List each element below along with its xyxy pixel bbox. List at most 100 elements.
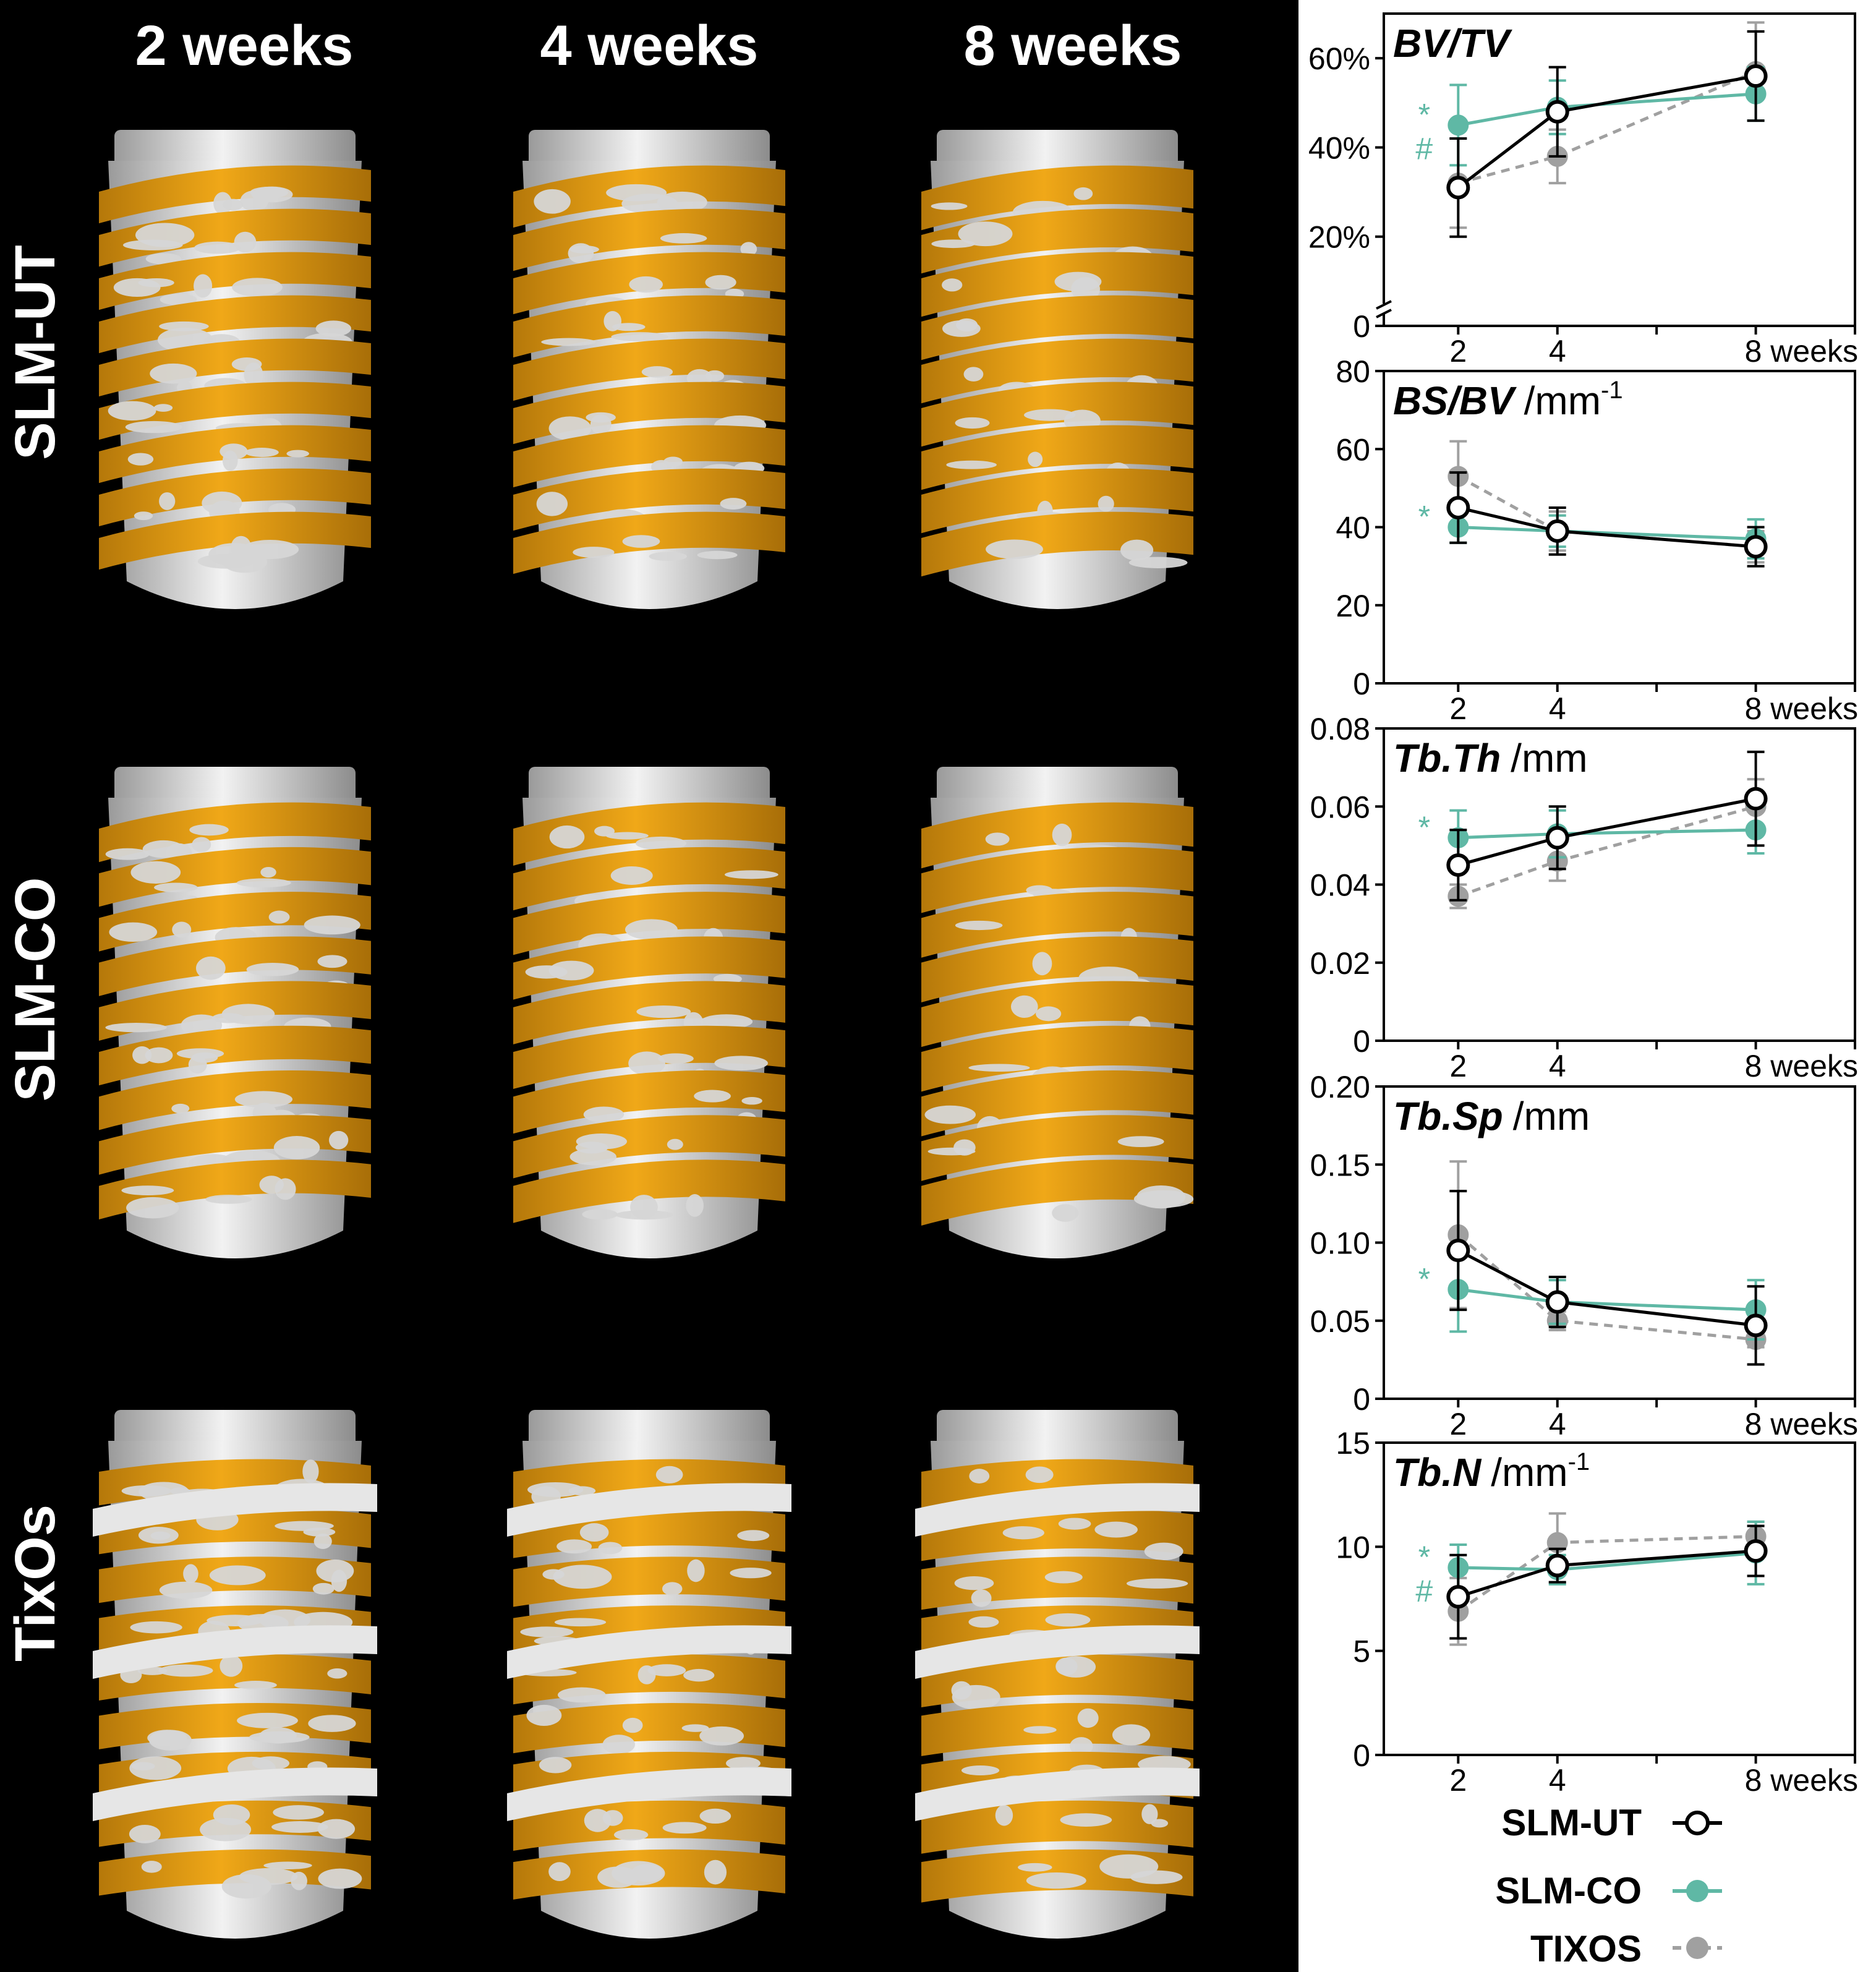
axis-break-mark: [1376, 300, 1392, 310]
x-tick-label: 8 weeks: [1745, 691, 1858, 726]
chart-4: 0 0.05 0.10 0.15 0.20 2 4 8 weeks Tb.Sp/mm *: [1310, 1070, 1858, 1441]
row-label-slm-co: SLM-CO: [4, 877, 67, 1102]
series-tixos: [1448, 1512, 1767, 1646]
series-line: [1457, 506, 1756, 548]
y-tick-label: 0.02: [1310, 946, 1370, 981]
x-tick-label: 4: [1549, 691, 1566, 726]
y-tick-label: 80: [1336, 354, 1370, 389]
implant-render-1-2: [921, 767, 1194, 1258]
implant-renderings: [93, 130, 1200, 1939]
legend-label-tixos: TIXOS: [1530, 1928, 1642, 1970]
implant-render-0-1: [513, 130, 785, 609]
legend-marker-tixos: [1686, 1937, 1708, 1959]
data-point: [1446, 853, 1470, 877]
series-slm-ut: [1446, 1524, 1768, 1640]
x-tick-label: 4: [1549, 334, 1566, 369]
data-point: [1446, 495, 1470, 519]
row-label-tixos: TixOs: [4, 1505, 67, 1662]
series-slm-ut: [1446, 471, 1768, 568]
chart-title: Tb.Sp/mm: [1393, 1094, 1590, 1138]
y-tick-label: 0: [1353, 1382, 1370, 1417]
implant-render-2-0: [93, 1410, 377, 1939]
plot-frame: [1383, 12, 1856, 327]
y-tick-label: 0.15: [1310, 1148, 1370, 1182]
chart-title: BV/TV: [1393, 21, 1513, 66]
legend-label-slm-co: SLM-CO: [1495, 1870, 1642, 1911]
data-point: [1744, 64, 1768, 88]
column-header-2-weeks: 2 weeks: [135, 14, 354, 77]
y-tick-label: 0: [1353, 667, 1370, 701]
data-point: [1545, 826, 1569, 850]
y-tick-label: 0: [1353, 309, 1370, 344]
chart-title: Tb.N/mm-1: [1393, 1448, 1590, 1495]
y-tick-label: 0: [1353, 1738, 1370, 1773]
data-point: [1744, 787, 1768, 811]
y-tick-label: 0.05: [1310, 1304, 1370, 1339]
data-point: [1545, 100, 1569, 124]
significance-marker: *: [1418, 1540, 1430, 1574]
micro-ct-image-panel: 2 weeks 4 weeks 8 weeks SLM-UT SLM-CO Ti…: [0, 0, 1298, 1972]
data-point: [1744, 1539, 1768, 1563]
implant-render-2-2: [915, 1410, 1200, 1939]
data-point: [1446, 1239, 1470, 1263]
row-label-slm-ut: SLM-UT: [4, 245, 67, 459]
data-point: [1446, 1585, 1470, 1609]
series-line: [1458, 526, 1756, 540]
legend-marker-slm-co: [1686, 1880, 1708, 1902]
y-tick-label: 20: [1336, 589, 1370, 623]
y-tick-label: 0: [1353, 1024, 1370, 1059]
data-point: [1744, 535, 1768, 559]
y-tick-label: 60%: [1308, 41, 1370, 76]
data-point: [1446, 176, 1470, 200]
data-point: [1545, 519, 1569, 543]
x-tick-label: 4: [1549, 1049, 1566, 1083]
significance-marker: #: [1415, 131, 1433, 166]
axis-break-mark: [1376, 309, 1392, 318]
legend-marker-slm-ut: [1685, 1811, 1710, 1835]
significance-marker: *: [1418, 97, 1430, 132]
series-line: [1457, 1249, 1756, 1327]
series-tixos: [1448, 778, 1767, 910]
chart-2: 0 20 40 60 80 2 4 8 weeks BS/BV/mm-1 *: [1336, 354, 1858, 726]
y-tick-label: 60: [1336, 432, 1370, 467]
chart-1: 0 20% 40% 60% 2 4 8 weeks BV/TV *#: [1308, 12, 1858, 369]
y-tick-label: 0.04: [1310, 868, 1370, 903]
x-tick-label: 4: [1549, 1407, 1566, 1441]
series-line: [1457, 1233, 1756, 1341]
implant-render-1-1: [513, 767, 785, 1258]
data-point: [1448, 114, 1469, 136]
series-slm-ut: [1446, 750, 1768, 902]
series-line: [1457, 92, 1756, 127]
x-tick-label: 2: [1449, 1763, 1467, 1798]
significance-marker: *: [1418, 810, 1430, 845]
implant-render-0-2: [921, 130, 1193, 609]
significance-marker: *: [1418, 500, 1430, 534]
y-tick-label: 0.10: [1310, 1226, 1370, 1261]
legend-label-slm-ut: SLM-UT: [1501, 1802, 1642, 1843]
series-slm-co: [1448, 805, 1767, 866]
x-tick-label: 2: [1449, 1049, 1467, 1083]
chart-title: Tb.Th/mm: [1393, 736, 1588, 780]
series-slm-co: [1448, 1520, 1767, 1592]
x-tick-label: 2: [1449, 691, 1467, 726]
chart-5: 0 5 10 15 2 4 8 weeks Tb.N/mm-1 *#: [1336, 1426, 1858, 1798]
y-tick-label: 10: [1336, 1530, 1370, 1564]
series-slm-ut: [1446, 30, 1768, 238]
y-tick-label: 0.06: [1310, 790, 1370, 824]
x-tick-label: 8 weeks: [1745, 1407, 1858, 1441]
column-header-8-weeks: 8 weeks: [964, 14, 1182, 77]
x-tick-label: 2: [1449, 334, 1467, 369]
data-point: [1744, 1313, 1768, 1338]
series-slm-ut: [1446, 1190, 1768, 1366]
chart-3: 0 0.02 0.04 0.06 0.08 2 4 8 weeks Tb.Th/mm *: [1310, 712, 1858, 1083]
legend: SLM-UT SLM-CO TIXOS: [1495, 1802, 1722, 1970]
implant-render-0-0: [99, 130, 371, 609]
chart-title: BS/BV/mm-1: [1393, 377, 1623, 423]
significance-marker: #: [1415, 1574, 1433, 1608]
column-header-4-weeks: 4 weeks: [540, 14, 759, 77]
y-tick-label: 5: [1353, 1634, 1370, 1669]
series-line: [1457, 70, 1757, 185]
